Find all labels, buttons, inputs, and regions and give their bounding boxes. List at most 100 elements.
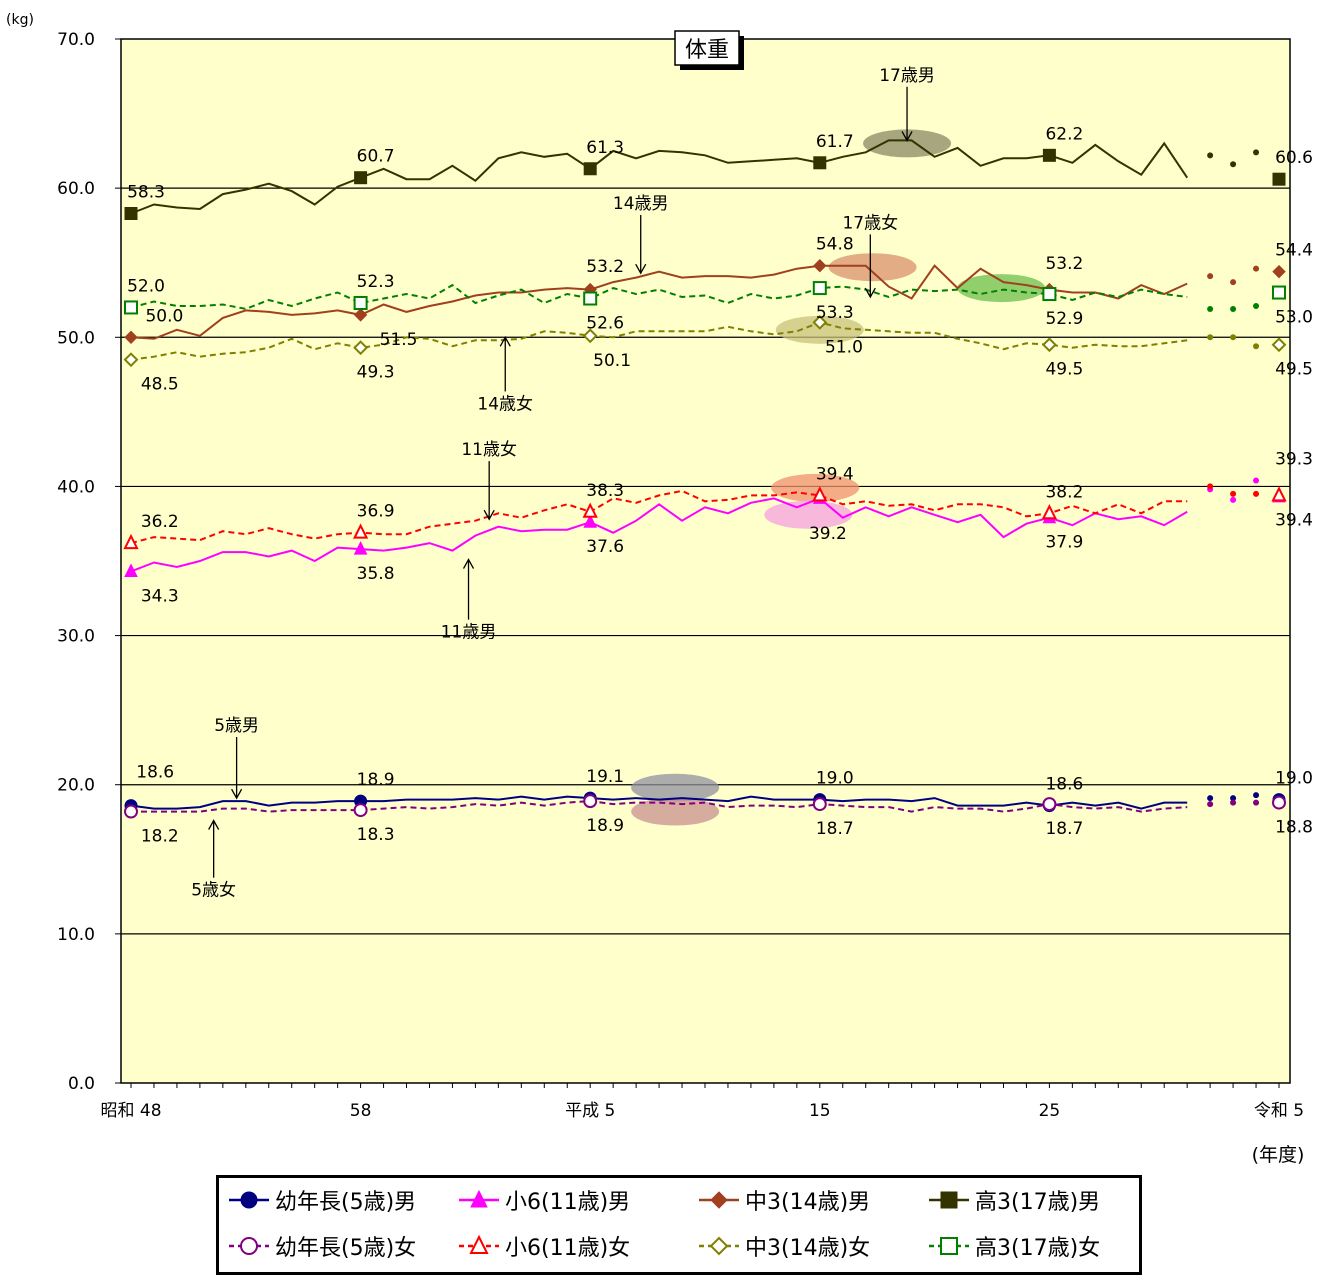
series-marker-4 bbox=[813, 258, 827, 273]
series-marker-4 bbox=[124, 330, 138, 344]
annotation-label: 5歳男 bbox=[214, 716, 259, 736]
series-point-3 bbox=[1253, 490, 1260, 497]
data-label: 37.9 bbox=[1045, 533, 1083, 553]
series-point-0 bbox=[1230, 795, 1237, 802]
series-line-6 bbox=[130, 139, 1189, 215]
data-label: 39.4 bbox=[816, 464, 854, 484]
y-tick-label: 40.0 bbox=[57, 477, 95, 497]
legend-swatch bbox=[459, 1234, 499, 1254]
legend-label: 高3(17歳)女 bbox=[975, 1236, 1101, 1261]
legend-marker bbox=[940, 1237, 958, 1255]
data-label: 52.6 bbox=[586, 314, 624, 334]
data-label: 52.9 bbox=[1045, 309, 1083, 329]
annotation-label: 14歳男 bbox=[613, 194, 669, 214]
series-point-6 bbox=[1253, 149, 1260, 156]
highlight-ellipse bbox=[771, 473, 860, 502]
data-label: 61.3 bbox=[586, 138, 624, 158]
annotation-arrowhead bbox=[499, 335, 511, 347]
legend-marker bbox=[469, 1234, 489, 1254]
data-label: 53.2 bbox=[1045, 254, 1083, 274]
chart-title-box: 体重 bbox=[674, 30, 744, 70]
legend-marker bbox=[240, 1191, 258, 1209]
annotation-arrowhead bbox=[901, 131, 913, 142]
legend-item: 小6(11歳)女 bbox=[457, 1230, 630, 1262]
series-marker-6 bbox=[813, 156, 827, 170]
legend-label: 小6(11歳)男 bbox=[505, 1190, 631, 1215]
series-point-5 bbox=[1230, 334, 1237, 341]
series-point-3 bbox=[1230, 490, 1237, 497]
data-label: 38.3 bbox=[586, 481, 624, 501]
data-label: 52.0 bbox=[127, 276, 165, 296]
legend-label: 小6(11歳)女 bbox=[505, 1236, 631, 1261]
series-point-0 bbox=[1207, 795, 1214, 802]
legend-label: 高3(17歳)男 bbox=[975, 1190, 1101, 1215]
legend-item: 幼年長(5歳)男 bbox=[227, 1184, 416, 1216]
series-marker-6 bbox=[124, 206, 138, 220]
data-label: 60.7 bbox=[357, 147, 395, 167]
highlight-ellipse bbox=[631, 797, 720, 826]
series-marker-7 bbox=[583, 291, 598, 306]
series-point-0 bbox=[1253, 792, 1260, 799]
y-tick-label: 0.0 bbox=[68, 1074, 95, 1094]
data-label: 60.6 bbox=[1275, 148, 1313, 168]
series-marker-2 bbox=[353, 540, 368, 555]
annotation: 14歳女 bbox=[477, 335, 533, 414]
annotation: 5歳男 bbox=[214, 716, 259, 800]
data-label: 54.4 bbox=[1275, 241, 1313, 261]
title-frame bbox=[674, 30, 740, 66]
series-marker-3 bbox=[1041, 504, 1058, 520]
series-point-4 bbox=[1253, 265, 1260, 272]
x-tick-label: 25 bbox=[1039, 1101, 1061, 1121]
series-marker-5 bbox=[1271, 337, 1287, 353]
series-marker-2 bbox=[124, 563, 138, 577]
legend-marker bbox=[240, 1237, 258, 1255]
annotation: 11歳女 bbox=[461, 440, 517, 521]
series-point-2 bbox=[1253, 477, 1260, 484]
series-line-2 bbox=[130, 497, 1188, 573]
highlight-ellipse bbox=[631, 773, 720, 802]
series-marker-1 bbox=[1272, 795, 1286, 810]
legend-item: 小6(11歳)男 bbox=[457, 1184, 630, 1216]
data-label: 18.8 bbox=[1275, 818, 1313, 838]
annotation-label: 11歳女 bbox=[461, 440, 517, 460]
series-line-1 bbox=[131, 800, 1188, 813]
legend-swatch bbox=[699, 1191, 739, 1209]
series-marker-1 bbox=[353, 803, 368, 818]
annotation: 17歳男 bbox=[879, 66, 935, 142]
series-point-7 bbox=[1253, 302, 1260, 309]
annotation-arrowhead bbox=[635, 263, 647, 275]
y-tick-label: 60.0 bbox=[57, 179, 95, 199]
data-label: 51.5 bbox=[380, 330, 418, 350]
legend-label: 幼年長(5歳)女 bbox=[275, 1236, 417, 1261]
legend-swatch bbox=[929, 1237, 969, 1255]
data-label: 39.4 bbox=[1275, 510, 1313, 530]
series-marker-1 bbox=[583, 794, 598, 809]
data-label: 48.5 bbox=[141, 375, 179, 395]
data-label: 36.9 bbox=[357, 502, 395, 522]
legend-label: 中3(14歳)女 bbox=[745, 1236, 871, 1261]
data-label: 19.0 bbox=[816, 769, 854, 789]
series-marker-7 bbox=[353, 295, 368, 310]
legend-label: 中3(14歳)男 bbox=[745, 1190, 871, 1215]
series-point-4 bbox=[1207, 273, 1214, 280]
legend-swatch bbox=[699, 1236, 739, 1256]
legend-item: 高3(17歳)女 bbox=[927, 1230, 1100, 1262]
annotation: 17歳女 bbox=[842, 213, 898, 299]
annotation-arrowhead bbox=[483, 509, 495, 521]
series-marker-6 bbox=[1272, 172, 1286, 186]
series-marker-5 bbox=[1041, 337, 1057, 353]
annotation: 5歳女 bbox=[191, 819, 236, 901]
y-tick-label: 30.0 bbox=[57, 627, 95, 647]
data-label: 34.3 bbox=[141, 586, 179, 606]
series-marker-1 bbox=[812, 797, 827, 812]
legend-item: 高3(17歳)男 bbox=[927, 1184, 1100, 1216]
series-point-3 bbox=[1207, 483, 1214, 490]
data-label: 58.3 bbox=[127, 182, 165, 202]
series-marker-7 bbox=[812, 281, 827, 296]
legend-swatch bbox=[229, 1237, 269, 1255]
data-label: 39.3 bbox=[1275, 449, 1313, 469]
series-marker-5 bbox=[123, 352, 139, 368]
data-label: 62.2 bbox=[1045, 124, 1083, 144]
series-point-6 bbox=[1230, 161, 1237, 168]
annotation-arrowhead bbox=[864, 287, 876, 299]
